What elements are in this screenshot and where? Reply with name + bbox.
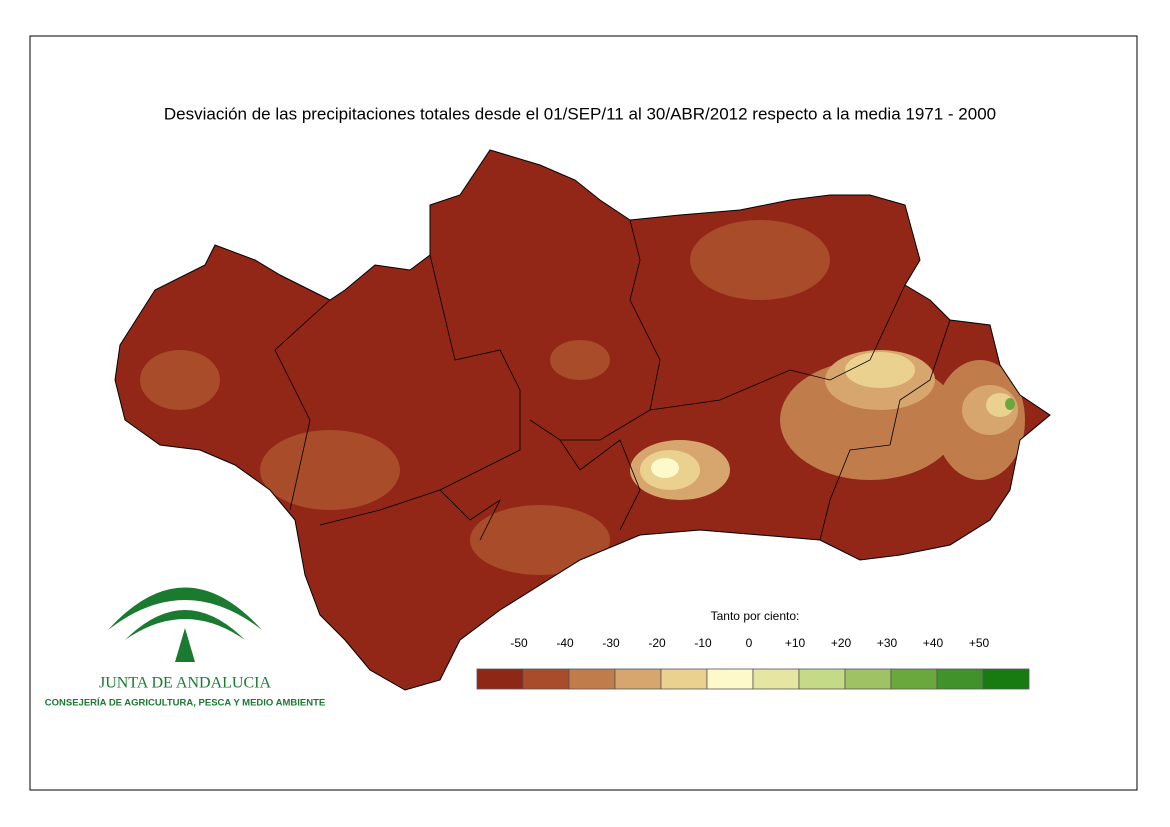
logo-mark xyxy=(175,628,195,662)
legend-swatch xyxy=(660,668,708,690)
legend-swatch xyxy=(936,668,984,690)
legend: Tanto por ciento: -50 -40 -30 -20 -10 0 +10 +20… xyxy=(476,609,1030,690)
legend-label: -10 xyxy=(694,636,712,650)
precipitation-areas xyxy=(140,220,1025,575)
legend-swatch xyxy=(706,668,754,690)
legend-swatch xyxy=(752,668,800,690)
province-borders xyxy=(274,219,951,541)
map-title: Desviación de las precipitaciones totale… xyxy=(164,104,996,123)
legend-swatch xyxy=(522,668,570,690)
logo-name: JUNTA DE ANDALUCIA xyxy=(99,675,271,692)
legend-label: +10 xyxy=(785,636,806,650)
logo-arc xyxy=(125,610,245,640)
logo-arc xyxy=(108,587,262,630)
legend-label: 0 xyxy=(746,636,753,650)
legend-label: +20 xyxy=(831,636,852,650)
legend-label: +30 xyxy=(877,636,898,650)
legend-swatch xyxy=(614,668,662,690)
legend-label: +40 xyxy=(923,636,944,650)
andalusia-map xyxy=(114,149,1051,691)
legend-title: Tanto por ciento: xyxy=(711,609,800,623)
legend-swatch xyxy=(982,668,1030,690)
legend-swatch xyxy=(844,668,892,690)
legend-swatch xyxy=(798,668,846,690)
legend-label: +50 xyxy=(969,636,990,650)
legend-label: -50 xyxy=(510,636,528,650)
logo-department: CONSEJERÍA DE AGRICULTURA, PESCA Y MEDIO… xyxy=(45,698,325,709)
logo: JUNTA DE ANDALUCIA CONSEJERÍA DE AGRICUL… xyxy=(45,587,325,709)
legend-swatch xyxy=(890,668,938,690)
legend-swatch xyxy=(476,668,524,690)
legend-label: -30 xyxy=(602,636,620,650)
legend-swatch xyxy=(568,668,616,690)
legend-label: -40 xyxy=(556,636,574,650)
legend-label: -20 xyxy=(648,636,666,650)
